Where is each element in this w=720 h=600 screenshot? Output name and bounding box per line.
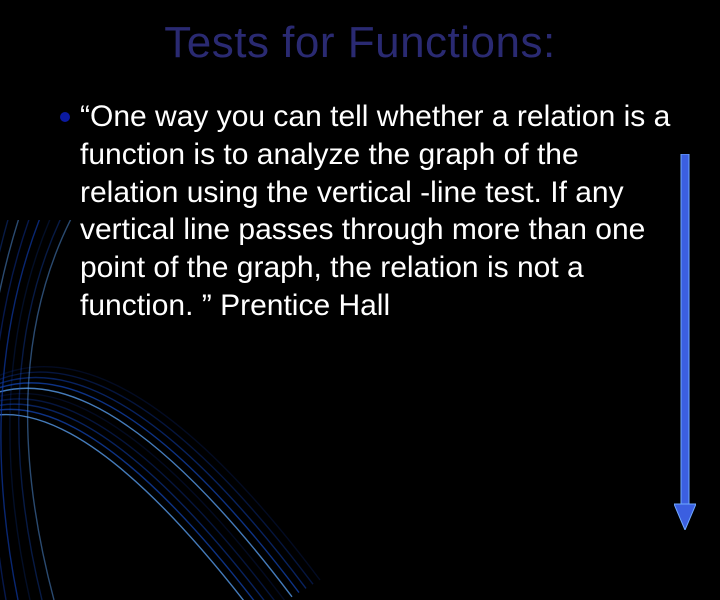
bullet-dot <box>60 112 70 122</box>
bullet-item: “One way you can tell whether a relation… <box>60 98 684 325</box>
body-text: “One way you can tell whether a relation… <box>80 98 684 325</box>
slide-title: Tests for Functions: <box>0 18 720 68</box>
content-area: “One way you can tell whether a relation… <box>60 98 684 325</box>
down-arrow-icon <box>674 154 696 530</box>
